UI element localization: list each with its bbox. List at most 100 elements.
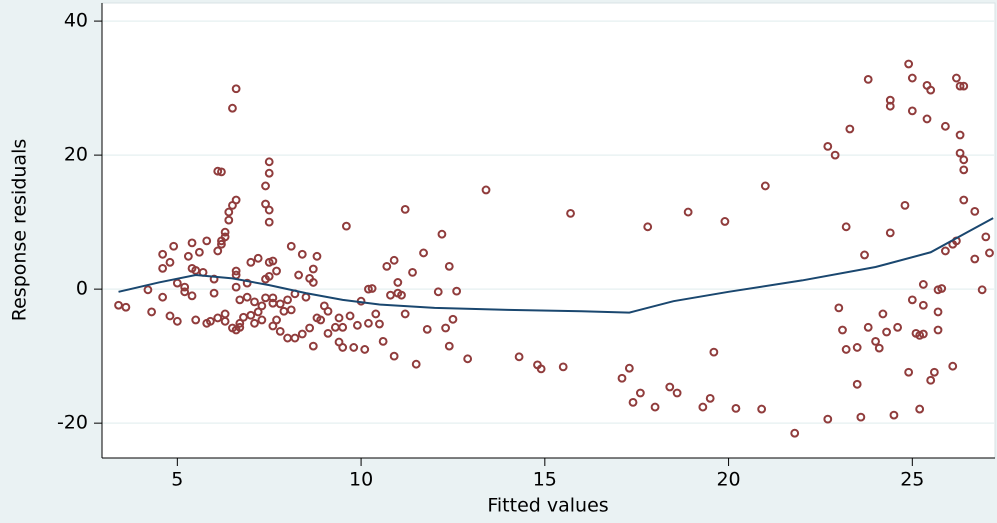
point	[790, 428, 800, 438]
point	[698, 402, 708, 412]
point	[121, 302, 131, 312]
point	[272, 315, 281, 325]
point	[856, 412, 866, 422]
point	[874, 343, 884, 353]
point	[400, 204, 410, 214]
point	[275, 326, 285, 336]
point	[217, 167, 226, 177]
point	[907, 106, 917, 116]
point	[463, 354, 473, 364]
point	[312, 251, 322, 261]
x-axis-title: Fitted values	[487, 495, 608, 517]
point	[915, 404, 925, 414]
point	[231, 195, 241, 205]
point	[257, 315, 267, 325]
point	[970, 254, 980, 264]
point	[191, 315, 201, 325]
point	[452, 286, 462, 296]
point	[757, 404, 767, 414]
point	[158, 263, 168, 273]
point	[834, 303, 844, 313]
point	[904, 59, 914, 69]
point	[444, 261, 454, 271]
point	[397, 290, 406, 300]
point	[940, 246, 950, 256]
point	[437, 229, 447, 239]
point	[360, 345, 370, 354]
point	[165, 257, 175, 267]
point	[845, 124, 855, 134]
point	[220, 232, 230, 242]
point	[959, 81, 969, 91]
point	[970, 207, 980, 216]
y-tick-label: 40	[64, 10, 88, 32]
point	[323, 328, 333, 338]
x-tick-label: 20	[716, 469, 740, 491]
point	[863, 74, 873, 84]
point	[231, 266, 241, 276]
point	[341, 221, 351, 231]
point	[147, 307, 157, 317]
point	[650, 402, 660, 412]
point	[345, 311, 355, 321]
point	[297, 329, 307, 339]
point	[514, 352, 524, 362]
point	[231, 84, 241, 94]
point	[165, 311, 175, 321]
point	[889, 410, 899, 420]
point	[194, 247, 204, 257]
point	[250, 297, 259, 307]
point	[206, 316, 215, 326]
point	[268, 321, 278, 331]
point	[389, 255, 399, 265]
point	[220, 309, 230, 319]
point	[286, 241, 296, 251]
point	[316, 315, 326, 325]
point	[353, 320, 362, 330]
point	[378, 337, 388, 346]
x-tick-label: 15	[533, 469, 557, 491]
point	[444, 341, 454, 351]
point	[683, 207, 693, 217]
point	[257, 301, 267, 311]
fit-line	[118, 217, 994, 314]
point	[261, 181, 270, 191]
x-tick-label: 5	[171, 469, 183, 491]
point	[411, 359, 421, 369]
point	[904, 367, 914, 377]
point	[217, 239, 226, 249]
point	[852, 379, 862, 389]
point	[209, 274, 219, 284]
point	[172, 316, 182, 326]
point	[959, 165, 969, 175]
point	[918, 280, 928, 289]
point	[239, 312, 248, 322]
point	[338, 322, 348, 332]
point	[830, 150, 840, 160]
point	[224, 207, 234, 217]
point	[893, 322, 903, 332]
point	[268, 256, 278, 266]
point	[323, 306, 333, 316]
point	[180, 287, 190, 297]
point	[959, 195, 969, 205]
point	[338, 343, 348, 352]
point	[253, 253, 263, 263]
point	[926, 375, 936, 385]
point	[283, 295, 292, 305]
point	[933, 307, 943, 317]
point	[264, 168, 274, 178]
point	[268, 293, 278, 303]
point	[290, 333, 300, 343]
point	[760, 181, 770, 191]
point	[261, 199, 270, 209]
point	[224, 215, 234, 225]
point	[264, 205, 274, 215]
point	[231, 282, 241, 292]
point	[433, 287, 443, 297]
point	[852, 343, 862, 352]
point	[900, 200, 910, 210]
point	[220, 227, 230, 237]
point	[841, 222, 851, 232]
point	[308, 278, 318, 287]
